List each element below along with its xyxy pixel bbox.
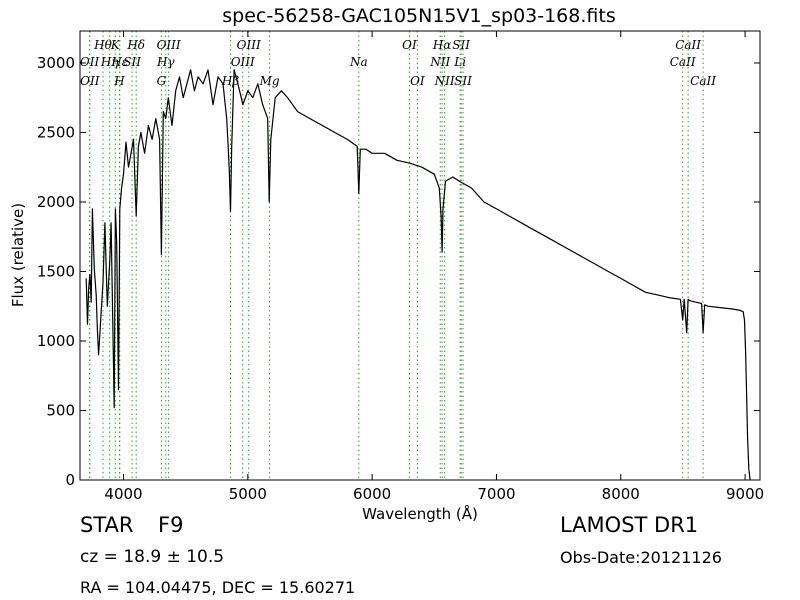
- line-label-H: H: [113, 74, 125, 88]
- line-label-Hδ: Hδ: [126, 38, 145, 52]
- line-label-NII_6583: NII: [434, 74, 455, 88]
- line-label-CaII_8542: CaII: [675, 38, 701, 52]
- line-label-OII_3727: OII: [80, 55, 100, 69]
- spectrum-line: [85, 69, 751, 481]
- line-label-OIII_4959: OIII: [231, 55, 255, 69]
- line-label-Hβ: Hβ: [221, 74, 239, 88]
- y-tick-label: 3000: [37, 54, 75, 72]
- x-tick-label: 4000: [104, 485, 142, 503]
- line-label-OIII_4363: OIII: [157, 38, 181, 52]
- line-label-Na: Na: [349, 55, 368, 69]
- x-tick-label: 6000: [353, 485, 391, 503]
- y-tick-label: 500: [46, 401, 75, 419]
- x-axis-label: Wavelength (Å): [362, 505, 478, 523]
- line-label-K: K: [110, 38, 121, 52]
- line-label-SII_4069: SII: [123, 55, 141, 69]
- x-tick-label: 8000: [602, 485, 640, 503]
- x-tick-label: 7000: [477, 485, 515, 503]
- line-label-OI_6364: OI: [410, 74, 425, 88]
- x-tick-label: 5000: [229, 485, 267, 503]
- y-tick-label: 1000: [37, 332, 75, 350]
- line-label-OII_3729: OII: [80, 74, 100, 88]
- y-tick-label: 1500: [37, 262, 75, 280]
- line-label-CaII_8498: CaII: [670, 55, 696, 69]
- line-label-Mg: Mg: [259, 74, 280, 88]
- object-subclass: F9: [158, 513, 184, 537]
- line-label-OI_6300: OI: [402, 38, 417, 52]
- line-label-Hη: Hη: [100, 55, 119, 69]
- chart-title: spec-56258-GAC105N15V1_sp03-168.fits: [222, 5, 616, 27]
- line-label-OIII_5007: OIII: [237, 38, 261, 52]
- sky-coordinates: RA = 104.04475, DEC = 15.60271: [80, 578, 356, 597]
- x-tick-label: 9000: [726, 485, 764, 503]
- line-label-NII_6548: NII: [429, 55, 450, 69]
- y-axis-label: Flux (relative): [9, 202, 27, 308]
- plot-frame: [79, 30, 761, 481]
- y-tick-label: 2000: [37, 193, 75, 211]
- line-label-Li: Li: [453, 55, 466, 69]
- line-label-Hγ: Hγ: [156, 55, 175, 69]
- line-label-SII_6731: SII: [454, 74, 472, 88]
- line-label-H9: Hθ: [93, 38, 112, 52]
- line-label-Hα: Hα: [432, 38, 452, 52]
- object-class: STAR: [80, 513, 134, 537]
- redshift-value: cz = 18.9 ± 10.5: [80, 547, 225, 567]
- line-label-G: G: [157, 74, 167, 88]
- line-label-Hε: Hε: [110, 55, 128, 69]
- y-tick-label: 0: [65, 471, 75, 489]
- survey-name: LAMOST DR1: [560, 513, 699, 537]
- line-label-CaII_8662: CaII: [690, 74, 716, 88]
- observation-date: Obs-Date:20121126: [560, 548, 722, 567]
- line-label-SII_6716: SII: [452, 38, 470, 52]
- y-tick-label: 2500: [37, 123, 75, 141]
